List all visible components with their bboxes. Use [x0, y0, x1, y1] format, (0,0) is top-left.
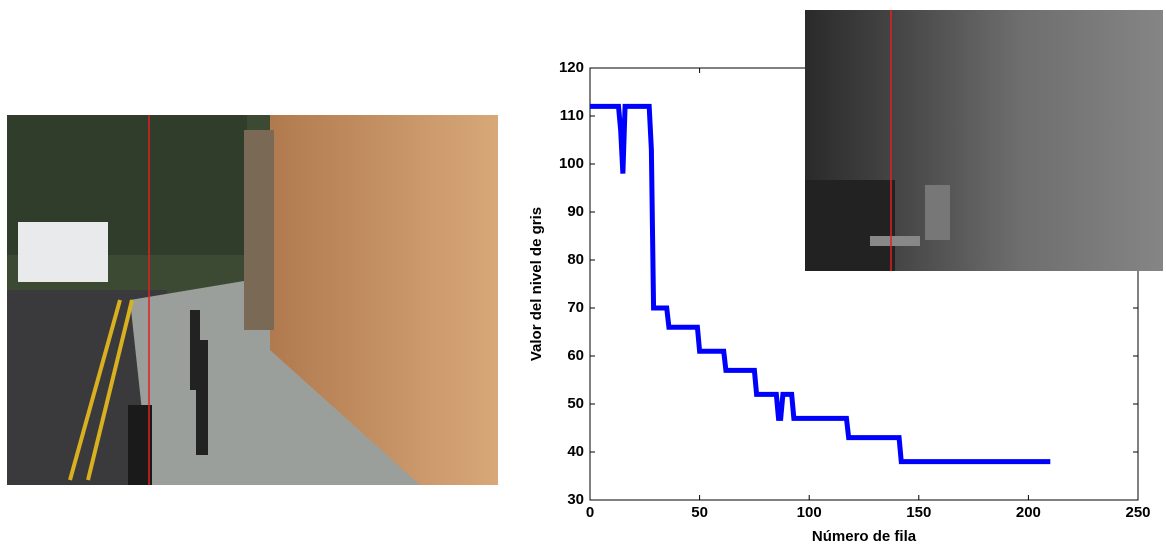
y-tick-label: 50: [567, 395, 584, 412]
y-tick-label: 100: [559, 155, 584, 172]
x-tick-label: 150: [906, 504, 931, 521]
y-tick-label: 30: [567, 491, 584, 508]
y-tick-label: 40: [567, 443, 584, 460]
street-photo: [7, 115, 498, 485]
x-tick-label: 50: [691, 504, 708, 521]
y-tick-label: 90: [567, 203, 584, 220]
x-tick-label: 250: [1125, 504, 1150, 521]
x-tick-label: 100: [797, 504, 822, 521]
data-line: [590, 103, 1051, 465]
y-tick-label: 120: [559, 59, 584, 76]
x-tick-label: 0: [586, 504, 594, 521]
y-tick-label: 70: [567, 299, 584, 316]
y-tick-label: 60: [567, 347, 584, 364]
x-tick-label: 200: [1016, 504, 1041, 521]
y-tick-label: 110: [560, 107, 584, 124]
y-axis-label: Valor del nivel de gris: [528, 207, 545, 361]
depth-inset: [805, 10, 1163, 271]
x-axis-label: Número de fila: [812, 528, 917, 545]
y-tick-label: 80: [567, 251, 584, 268]
